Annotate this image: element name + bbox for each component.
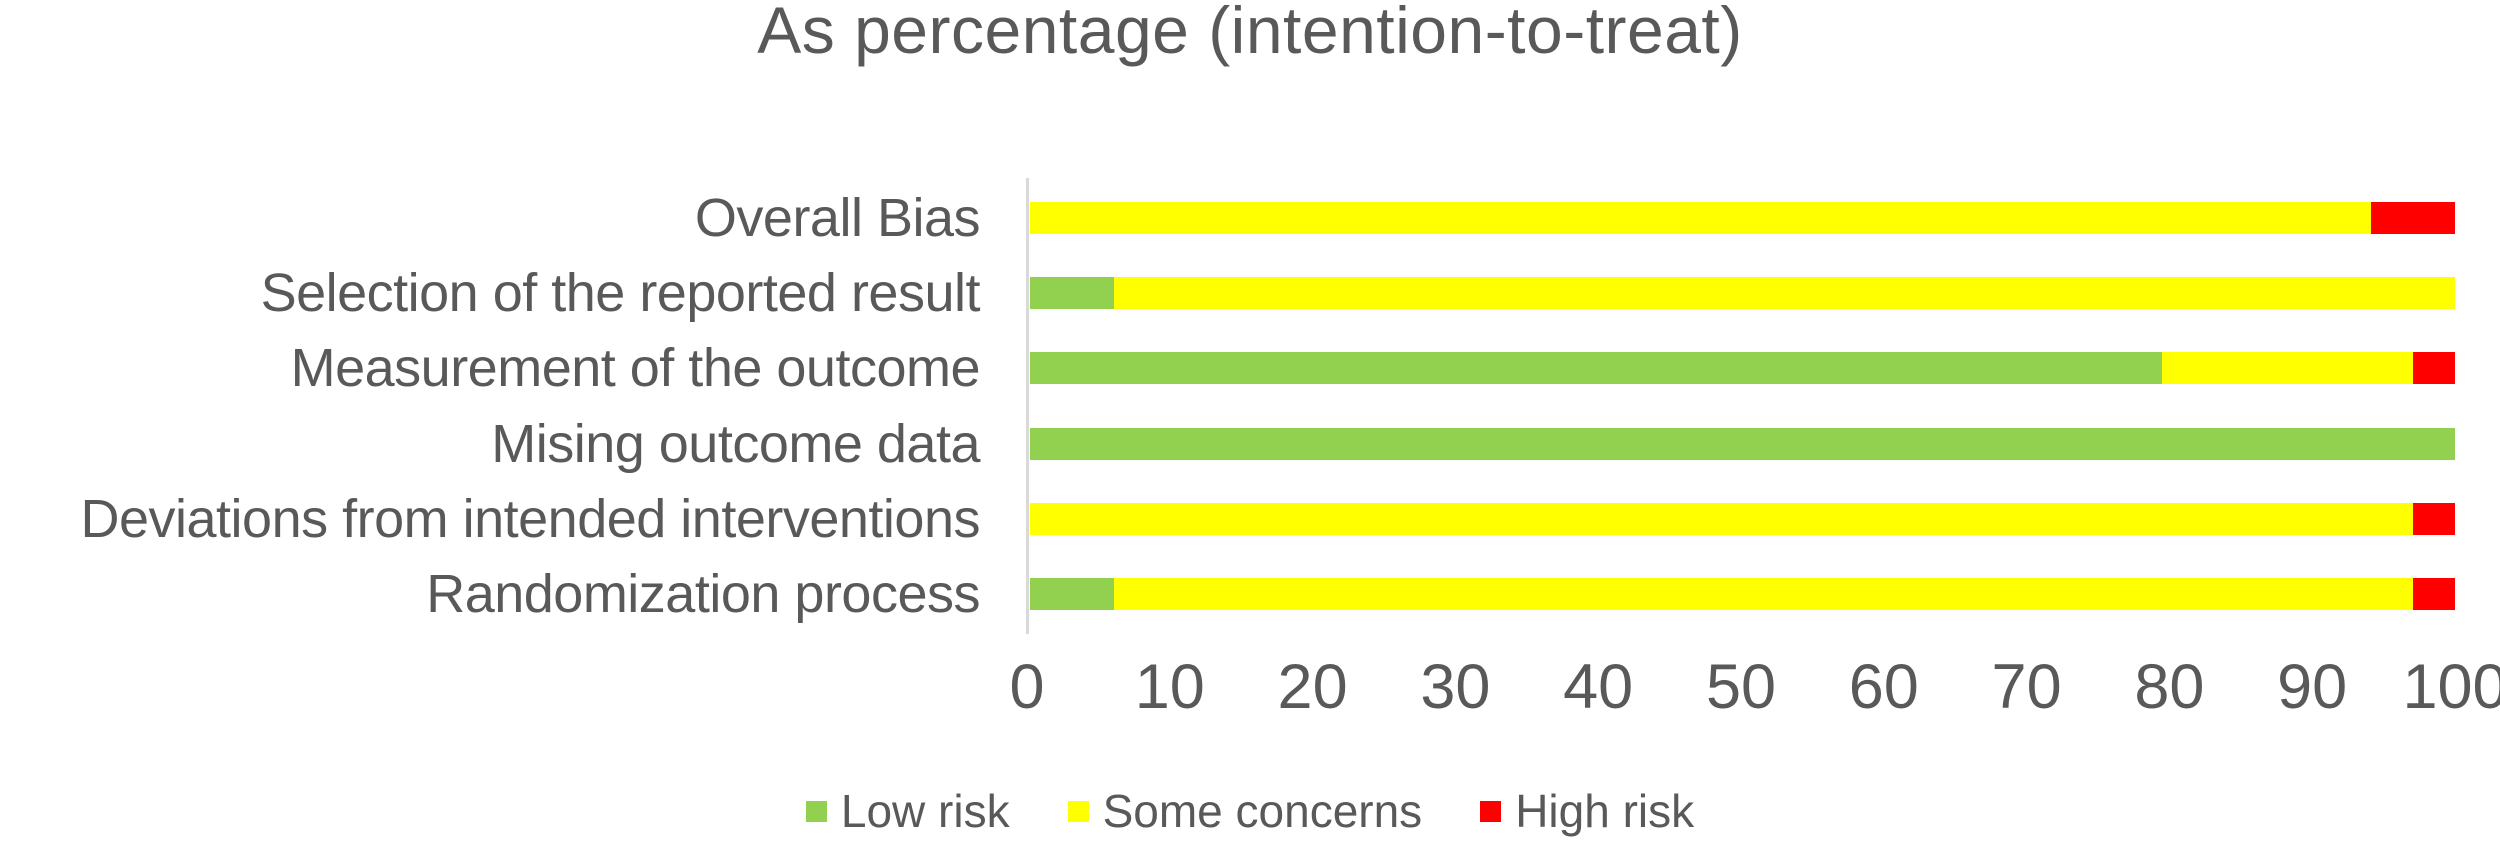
legend-swatch-icon xyxy=(1067,800,1089,822)
x-axis-tick-label: 10 xyxy=(1134,652,1205,722)
bar-segment-some-concerns xyxy=(1113,276,2455,309)
bar-segment-some-concerns xyxy=(2161,352,2414,385)
chart-legend: Low risk Some concerns High risk xyxy=(0,784,2500,838)
x-axis-tick-labels: 0 10 20 30 40 50 60 70 80 90 100 xyxy=(1009,652,2500,728)
chart-rows: Overall Bias Selection of the reported re… xyxy=(0,180,2455,632)
chart-row: Deviations from intended interventions xyxy=(0,481,2455,556)
bar-track xyxy=(1030,276,2455,309)
bar-track xyxy=(1030,502,2455,535)
legend-item-high-risk: High risk xyxy=(1480,784,1694,838)
legend-swatch-icon xyxy=(1480,800,1502,822)
bar-track xyxy=(1030,201,2455,234)
bar-track xyxy=(1030,352,2455,385)
bar-segment-high-risk xyxy=(2413,578,2455,611)
bar-segment-high-risk xyxy=(2371,201,2455,234)
chart-row: Selection of the reported result xyxy=(0,255,2455,330)
category-label: Overall Bias xyxy=(694,187,981,248)
category-label: Deviations from intended interventions xyxy=(80,488,980,549)
category-label: Selection of the reported result xyxy=(260,262,981,323)
chart-title: As percentage (intention-to-treat) xyxy=(757,0,1743,67)
x-axis-tick-label: 30 xyxy=(1420,652,1491,722)
bar-segment-low-risk xyxy=(1030,276,1114,309)
category-label: Randomization process xyxy=(426,564,980,625)
legend-item-some-concerns: Some concerns xyxy=(1067,784,1423,838)
legend-label: Some concerns xyxy=(1102,785,1423,837)
x-axis-tick-label: 100 xyxy=(2402,652,2500,722)
category-label: Measurement of the outcome xyxy=(290,338,981,399)
x-axis-tick-label: 80 xyxy=(2134,652,2205,722)
bar-segment-some-concerns xyxy=(1030,502,2414,535)
chart-row: Randomization process xyxy=(0,556,2455,631)
legend-label: High risk xyxy=(1515,785,1695,837)
legend-label: Low risk xyxy=(840,785,1010,837)
category-label: Mising outcome data xyxy=(491,413,980,474)
legend-item-low-risk: Low risk xyxy=(805,784,1010,838)
chart-row: Overall Bias xyxy=(0,180,2455,255)
x-axis-tick-label: 40 xyxy=(1563,652,1634,722)
bar-segment-low-risk xyxy=(1030,352,2162,385)
bar-track xyxy=(1030,578,2455,611)
chart-row: Mising outcome data xyxy=(0,406,2455,481)
x-axis-tick-label: 90 xyxy=(2277,652,2348,722)
bar-segment-some-concerns xyxy=(1113,578,2414,611)
legend-swatch-icon xyxy=(805,800,827,822)
x-axis-tick-label: 20 xyxy=(1277,652,1348,722)
bar-segment-some-concerns xyxy=(1030,201,2372,234)
bar-segment-low-risk xyxy=(1030,578,1114,611)
x-axis-tick-label: 0 xyxy=(1009,652,1045,722)
bar-segment-low-risk xyxy=(1030,427,2455,460)
bar-segment-high-risk xyxy=(2413,502,2455,535)
bar-track xyxy=(1030,427,2455,460)
x-axis-tick-label: 50 xyxy=(1705,652,1777,722)
x-axis-tick-label: 70 xyxy=(1991,652,2062,722)
chart-row: Measurement of the outcome xyxy=(0,331,2455,406)
y-axis-line xyxy=(1026,178,1029,634)
x-axis-tick-label: 60 xyxy=(1848,652,1919,722)
bar-segment-high-risk xyxy=(2413,352,2455,385)
